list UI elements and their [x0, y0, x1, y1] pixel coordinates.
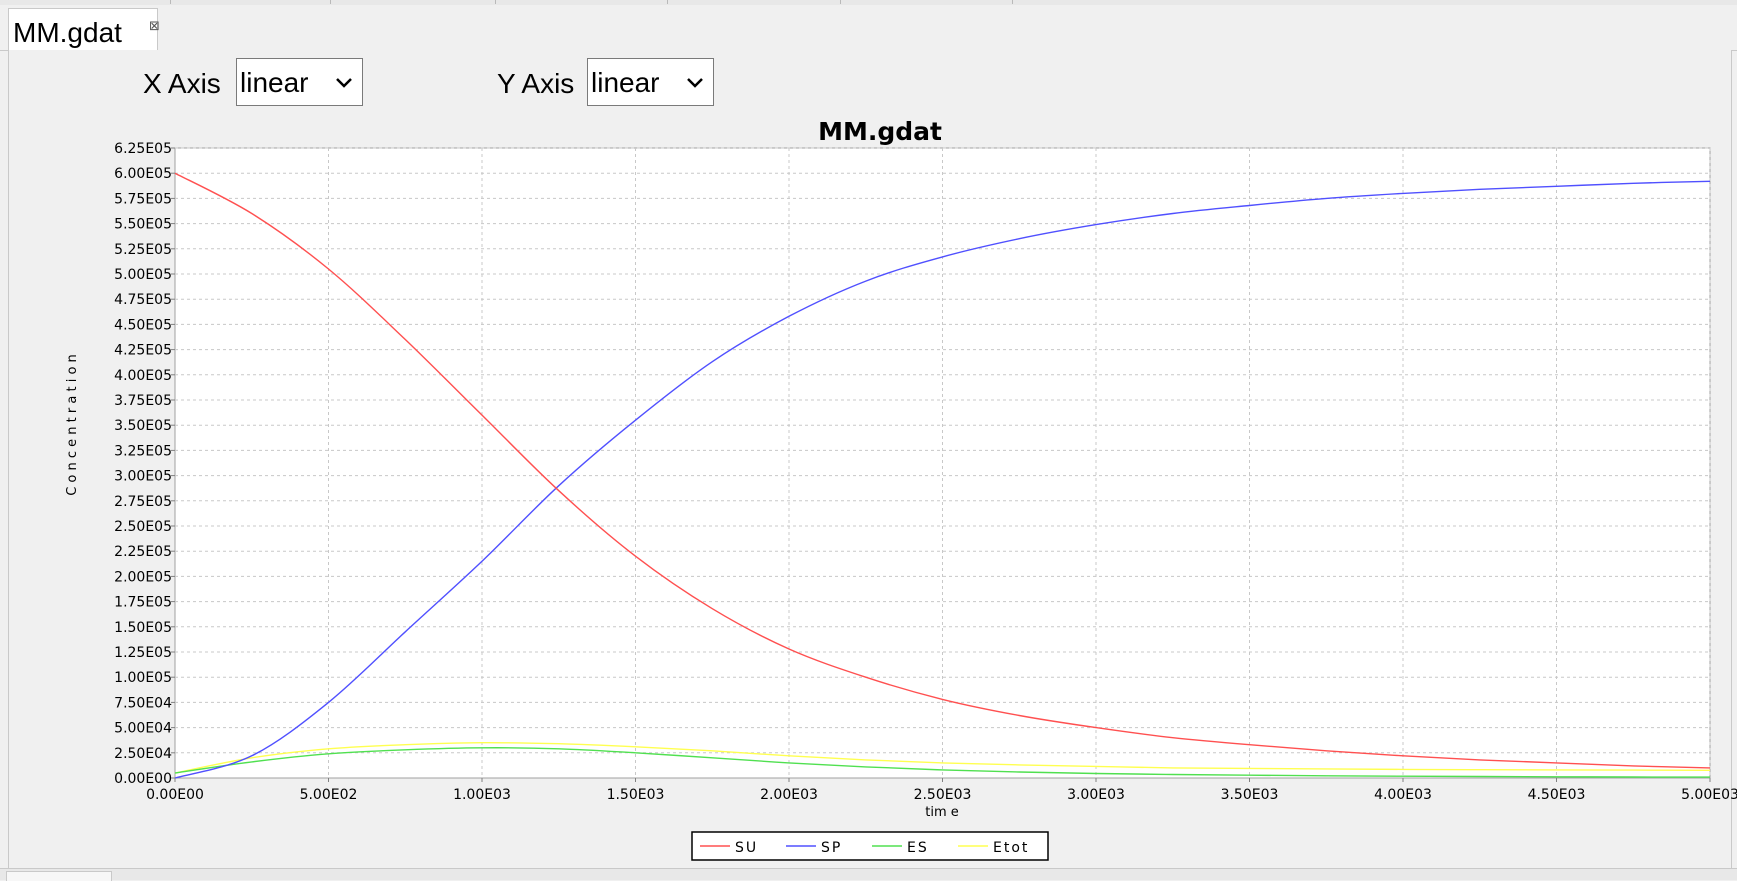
top-strip-segment[interactable]	[330, 0, 496, 4]
axis-ticks: 0.00E00 2.50E04 5.00E04 7.50E04 1.00E05 1.25E…	[114, 141, 1737, 803]
y-tick-label: 2.00E05	[114, 569, 172, 585]
legend-label-su: SU	[735, 840, 758, 856]
y-tick-label: 5.00E04	[114, 721, 172, 737]
y-tick-label: 4.75E05	[114, 292, 172, 308]
x-tick-label: 1.50E03	[607, 787, 665, 803]
y-tick-label: 2.50E04	[114, 746, 172, 762]
y-tick-label: 7.50E04	[114, 695, 172, 711]
x-axis-scale-label: X Axis	[143, 68, 221, 99]
y-tick-label: 1.00E05	[114, 670, 172, 686]
top-strip-segment[interactable]	[840, 0, 1013, 4]
top-strip-segment[interactable]	[0, 0, 171, 4]
top-strip-segment[interactable]	[667, 0, 841, 4]
y-tick-label: 4.50E05	[114, 317, 172, 333]
y-tick-label: 2.75E05	[114, 494, 172, 510]
bottom-tab-strip	[0, 868, 1737, 881]
y-tick-label: 2.25E05	[114, 544, 172, 560]
y-tick-label: 1.25E05	[114, 645, 172, 661]
y-tick-label: 5.75E05	[114, 191, 172, 207]
y-axis-title: C o n c e n t r a t i o n	[65, 354, 80, 496]
y-tick-label: 3.00E05	[114, 469, 172, 485]
x-tick-label: 5.00E02	[300, 787, 358, 803]
x-tick-label: 3.50E03	[1221, 787, 1279, 803]
y-tick-label: 6.25E05	[114, 141, 172, 157]
y-axis-scale-value: linear	[591, 67, 660, 98]
chevron-down-icon	[336, 78, 352, 88]
y-tick-label: 0.00E00	[114, 771, 172, 787]
top-strip-segment[interactable]	[170, 0, 331, 4]
x-tick-label: 4.00E03	[1374, 787, 1432, 803]
chevron-down-icon	[687, 78, 703, 88]
y-tick-label: 5.25E05	[114, 242, 172, 258]
tab-title: MM.gdat	[13, 17, 122, 48]
close-icon[interactable]: ⊠	[149, 19, 160, 34]
x-tick-label: 2.00E03	[760, 787, 818, 803]
y-axis-scale-label: Y Axis	[497, 68, 575, 99]
legend-box	[691, 831, 1049, 861]
series-line-sp	[174, 180, 1711, 779]
legend: SU SP ES Etot	[691, 831, 1049, 861]
chart-title: MM.gdat	[818, 117, 942, 146]
series-lines	[174, 172, 1711, 779]
x-tick-label: 3.00E03	[1067, 787, 1125, 803]
top-strip-segment[interactable]	[495, 0, 668, 4]
series-line-es	[174, 747, 1711, 778]
editor-tab-bar: MM.gdat ⊠	[0, 5, 1737, 51]
y-tick-label: 1.50E05	[114, 620, 172, 636]
x-axis-title: tim e	[925, 805, 959, 820]
tab-mm-gdat[interactable]: MM.gdat ⊠	[8, 8, 160, 50]
y-tick-label: 3.50E05	[114, 418, 172, 434]
y-tick-label: 6.00E05	[114, 166, 172, 182]
x-axis-scale-select[interactable]: linear	[236, 58, 363, 106]
x-tick-label: 1.00E03	[453, 787, 511, 803]
y-tick-label: 3.75E05	[114, 393, 172, 409]
x-tick-label: 4.50E03	[1528, 787, 1586, 803]
series-line-etot	[174, 741, 1711, 774]
grid-lines	[175, 147, 1711, 778]
x-tick-label: 0.00E00	[146, 787, 204, 803]
y-tick-label: 5.50E05	[114, 217, 172, 233]
y-tick-label: 4.25E05	[114, 343, 172, 359]
series-line-su	[174, 172, 1711, 769]
y-axis-scale-select[interactable]: linear	[587, 58, 714, 106]
y-tick-label: 5.00E05	[114, 267, 172, 283]
y-tick-label: 1.75E05	[114, 595, 172, 611]
x-axis-scale-value: linear	[240, 67, 309, 98]
y-tick-label: 3.25E05	[114, 443, 172, 459]
y-tick-label: 2.50E05	[114, 519, 172, 535]
y-tick-label: 4.00E05	[114, 368, 172, 384]
legend-label-sp: SP	[821, 840, 842, 856]
legend-label-etot: Etot	[993, 840, 1029, 856]
legend-label-es: ES	[907, 840, 929, 856]
x-tick-label: 2.50E03	[914, 787, 972, 803]
x-tick-label: 5.00E03	[1681, 787, 1737, 803]
bottom-tab[interactable]	[6, 871, 112, 881]
